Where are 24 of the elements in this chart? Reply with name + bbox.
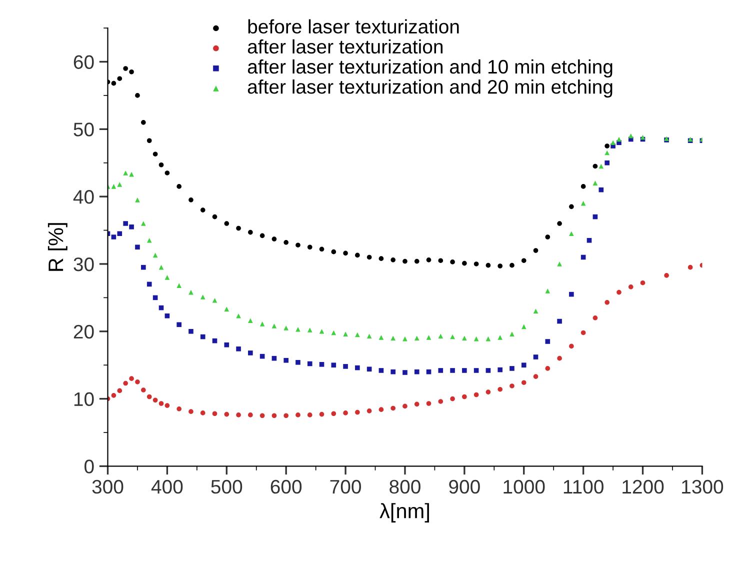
y-tick-label: 40 — [73, 190, 94, 204]
x-tick-label: 900 — [449, 480, 480, 494]
x-tick-label: 500 — [211, 480, 242, 494]
legend-label: after laser texturization — [248, 39, 443, 54]
y-axis-title: R [%] — [48, 223, 68, 271]
y-tick-label: 20 — [74, 324, 94, 339]
y-tick-label: 50 — [74, 122, 94, 136]
y-tick-label: 10 — [74, 392, 94, 406]
y-tick-label: 30 — [74, 257, 94, 272]
y-tick-label: 60 — [74, 55, 94, 69]
x-tick-label: 1000 — [504, 480, 545, 494]
x-tick-label: 400 — [151, 480, 183, 494]
x-tick-label: 800 — [390, 480, 420, 494]
x-tick-label: 1200 — [622, 480, 664, 494]
y-tick-label: 0 — [84, 460, 94, 474]
x-tick-label: 300 — [92, 480, 124, 494]
legend-label: before laser texturization — [248, 19, 459, 34]
x-tick-label: 1100 — [564, 480, 604, 494]
x-tick-label: 1300 — [682, 480, 724, 494]
x-tick-label: 700 — [330, 480, 361, 494]
legend-label: after laser texturization and 10 min etching — [248, 59, 612, 78]
x-axis-title: λ[nm] — [380, 503, 429, 522]
legend-label: after laser texturization and 20 min etching — [248, 79, 612, 98]
x-tick-label: 600 — [270, 480, 302, 494]
